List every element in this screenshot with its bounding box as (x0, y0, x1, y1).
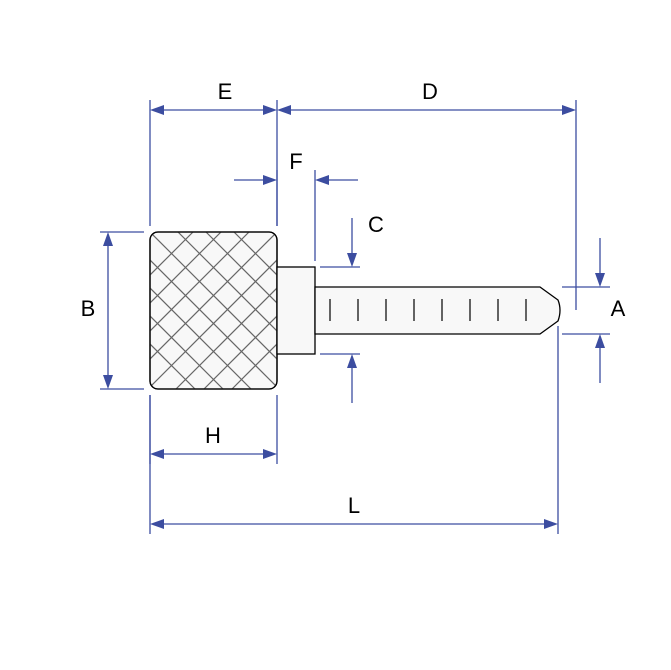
dim-B-label: B (81, 296, 96, 321)
dim-C-label: C (368, 212, 384, 237)
shaft (315, 287, 560, 334)
dim-H-label: H (205, 423, 221, 448)
dim-F-label: F (289, 149, 302, 174)
dim-E: E (150, 79, 277, 226)
part (36, 232, 560, 389)
dim-D: D (277, 79, 576, 310)
dim-E-label: E (218, 79, 233, 104)
dim-H: H (150, 395, 277, 464)
dim-A-label: A (611, 296, 626, 321)
thumb-screw-diagram: E D F C (0, 0, 671, 670)
dim-B: B (81, 232, 144, 389)
shoulder (277, 267, 315, 354)
dim-L-label: L (348, 493, 360, 518)
dim-D-label: D (422, 79, 438, 104)
dim-A: A (562, 238, 626, 383)
